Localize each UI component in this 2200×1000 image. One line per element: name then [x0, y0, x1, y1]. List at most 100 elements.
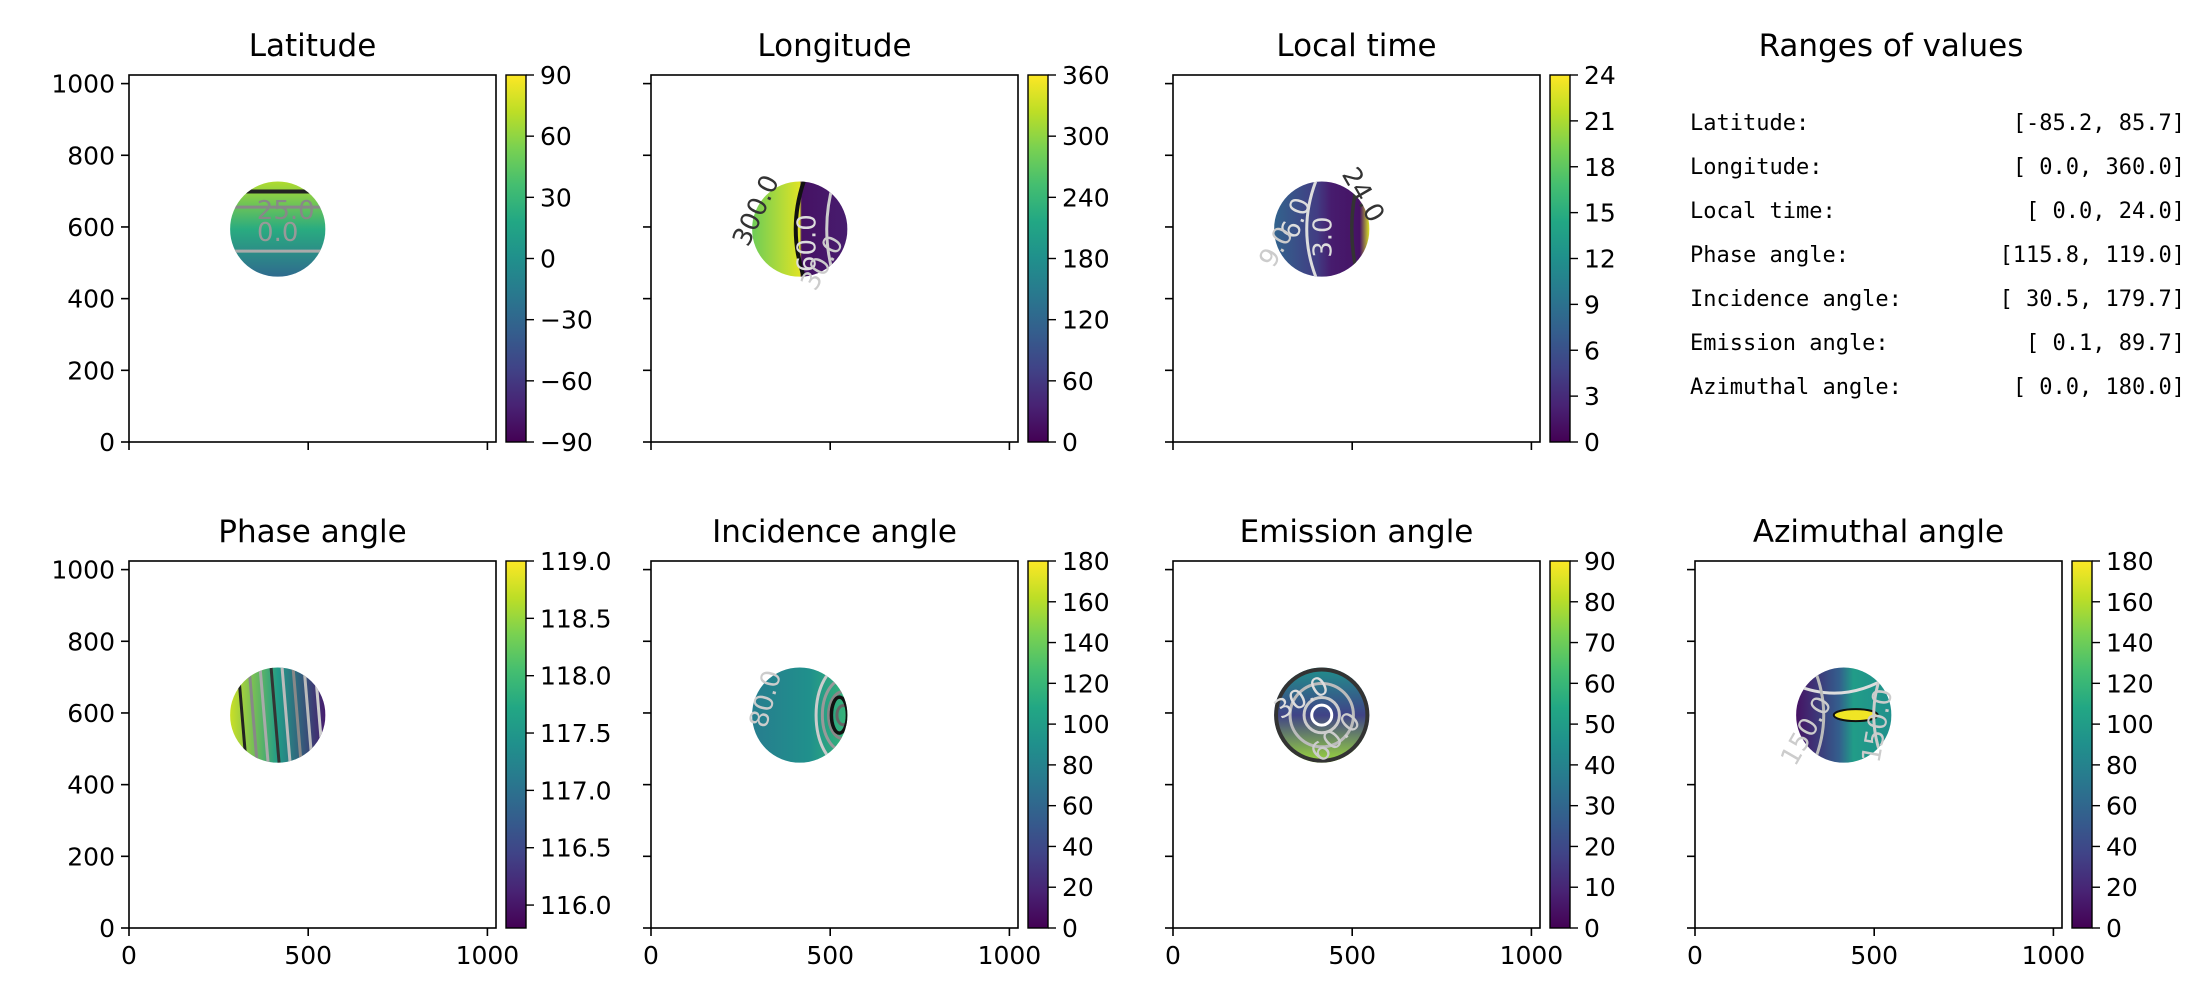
x-tick-label: 0	[121, 941, 137, 970]
colorbar-tick-label: 15	[1584, 199, 1616, 228]
panel-title-lat: Latitude	[249, 28, 377, 64]
colorbar-tick-label: 20	[2106, 873, 2138, 902]
colorbar-lon	[1027, 74, 1049, 443]
colorbar-tick-label: 10	[1584, 873, 1616, 902]
range-value: [-85.2, 85.7]	[2013, 111, 2185, 136]
x-tick-label: 500	[284, 941, 332, 970]
colorbar-lt	[1549, 74, 1571, 443]
panel-title-lt: Local time	[1276, 28, 1436, 64]
range-value: [ 0.1, 89.7]	[2026, 331, 2185, 356]
colorbar-tick-label: −30	[540, 306, 593, 335]
range-label: Emission angle:	[1690, 331, 1889, 356]
colorbar-tick-label: 0	[1584, 914, 1600, 943]
range-value: [ 0.0, 360.0]	[2013, 155, 2185, 180]
contour-label: 60.0	[793, 214, 823, 272]
x-tick-label: 1000	[2022, 941, 2086, 970]
colorbar-tick-label: 12	[1584, 245, 1616, 274]
colorbar-tick-label: 0	[1584, 428, 1600, 457]
x-tick-label: 500	[1328, 941, 1376, 970]
colorbar-tick-label: 116.0	[540, 891, 612, 920]
contour-label: 25.0	[257, 196, 315, 226]
y-tick-label: 0	[99, 428, 115, 457]
range-value: [115.8, 119.0]	[2000, 243, 2185, 268]
colorbar-tick-label: 119.0	[540, 547, 612, 576]
range-label: Phase angle:	[1690, 243, 1849, 268]
panel-title-lon: Longitude	[757, 28, 911, 64]
colorbar-tick-label: 40	[1062, 832, 1094, 861]
y-tick-label: 600	[67, 213, 115, 242]
colorbar-tick-label: 160	[1062, 588, 1110, 617]
axes-frame-phase	[128, 560, 497, 929]
colorbar-tick-label: 70	[1584, 629, 1616, 658]
ranges-panel-title: Ranges of values	[1759, 28, 2024, 64]
colorbar-tick-label: 30	[540, 183, 572, 212]
axes-frame-emi	[1172, 560, 1541, 929]
colorbar-tick-label: 20	[1062, 873, 1094, 902]
colorbar-tick-label: 140	[1062, 629, 1110, 658]
colorbar-inc	[1027, 560, 1049, 929]
colorbar-tick-label: −90	[540, 428, 593, 457]
y-tick-label: 200	[67, 842, 115, 871]
y-tick-label: 600	[67, 699, 115, 728]
colorbar-lat	[505, 74, 527, 443]
colorbar-azi	[2071, 560, 2093, 929]
colorbar-tick-label: 100	[1062, 710, 1110, 739]
axes-frame-azi	[1694, 560, 2063, 929]
range-value: [ 0.0, 24.0]	[2026, 199, 2185, 224]
panel-phase: Phase angle 0 200 400 600 800 1000 0 500 1000 119.…	[51, 514, 611, 970]
colorbar-tick-label: 360	[1062, 61, 1110, 90]
colorbar-tick-label: 60	[540, 122, 572, 151]
panel-title-emi: Emission angle	[1240, 514, 1474, 550]
colorbar-tick-label: 240	[1062, 183, 1110, 212]
range-label: Latitude:	[1690, 111, 1809, 136]
colorbar-tick-label: 30	[1584, 792, 1616, 821]
colorbar-tick-label: 60	[2106, 792, 2138, 821]
colorbar-tick-label: 120	[1062, 669, 1110, 698]
colorbar-tick-label: 6	[1584, 336, 1600, 365]
colorbar-tick-label: 180	[1062, 547, 1110, 576]
colorbar-tick-label: 50	[1584, 710, 1616, 739]
colorbar-tick-label: 118.5	[540, 604, 612, 633]
colorbar-tick-label: 80	[2106, 751, 2138, 780]
colorbar-tick-label: 118.0	[540, 662, 612, 691]
panel-lat: Latitude 25.00.0 0 200 400 600 800 1000 90 60 30 0 −…	[51, 28, 592, 457]
axes-frame-lat	[128, 74, 497, 443]
colorbar-tick-label: 140	[2106, 629, 2154, 658]
colorbar-tick-label: 0	[1062, 428, 1078, 457]
colorbar-tick-label: 160	[2106, 588, 2154, 617]
colorbar-tick-label: 40	[2106, 832, 2138, 861]
colorbar-phase	[505, 560, 527, 929]
colorbar-tick-label: 116.5	[540, 834, 612, 863]
colorbar-tick-label: 0	[1062, 914, 1078, 943]
disk-azi	[1796, 667, 1892, 763]
disk-phase	[230, 667, 326, 763]
colorbar-tick-label: −60	[540, 367, 593, 396]
colorbar-tick-label: 300	[1062, 122, 1110, 151]
colorbar-emi	[1549, 560, 1571, 929]
colorbar-tick-label: 20	[1584, 832, 1616, 861]
x-tick-label: 0	[1165, 941, 1181, 970]
colorbar-tick-label: 117.5	[540, 719, 612, 748]
range-label: Local time:	[1690, 199, 1836, 224]
range-value: [ 30.5, 179.7]	[2000, 287, 2185, 312]
x-tick-label: 0	[1687, 941, 1703, 970]
colorbar-tick-label: 18	[1584, 153, 1616, 182]
y-tick-label: 400	[67, 285, 115, 314]
panel-title-inc: Incidence angle	[712, 514, 957, 550]
colorbar-tick-label: 180	[1062, 245, 1110, 274]
disk-inc	[752, 667, 848, 763]
range-label: Incidence angle:	[1690, 287, 1902, 312]
range-label: Longitude:	[1690, 155, 1822, 180]
colorbar-tick-label: 80	[1584, 588, 1616, 617]
x-tick-label: 1000	[1500, 941, 1564, 970]
colorbar-tick-label: 90	[1584, 547, 1616, 576]
contour-label: 0.0	[257, 218, 298, 248]
y-tick-label: 400	[67, 771, 115, 800]
x-tick-label: 1000	[978, 941, 1042, 970]
colorbar-tick-label: 21	[1584, 107, 1616, 136]
range-value: [ 0.0, 180.0]	[2013, 375, 2185, 400]
